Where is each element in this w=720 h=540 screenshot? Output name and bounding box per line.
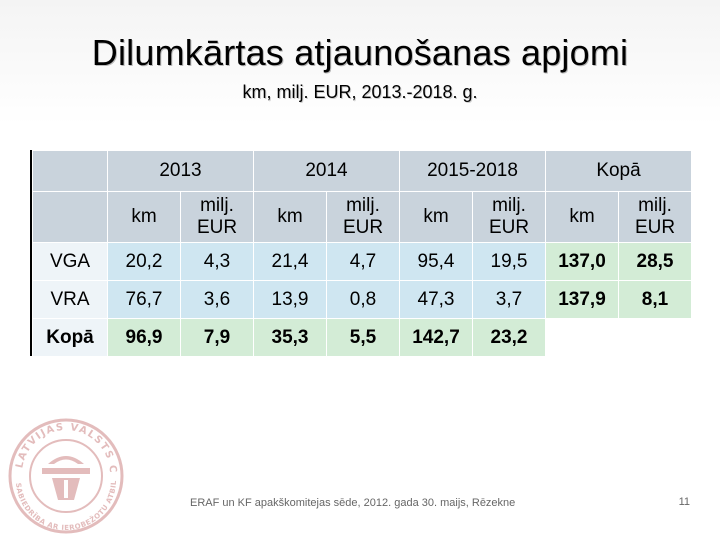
total-cell: 8,1 xyxy=(618,280,692,319)
slide-title: Dilumkārtas atjaunošanas apjomi xyxy=(91,32,629,73)
footer-text: ERAF un KF apakškomitejas sēde, 2012. ga… xyxy=(190,497,516,509)
period-header-total: Kopā xyxy=(545,150,692,192)
table-cell: 4,3 xyxy=(180,242,254,281)
unit-header: km xyxy=(545,191,619,243)
table-row-vga: VGA 20,2 4,3 21,4 4,7 95,4 19,5 137,0 28… xyxy=(32,242,692,281)
table-row-vra: VRA 76,7 3,6 13,9 0,8 47,3 3,7 137,9 8,1 xyxy=(32,280,692,319)
row-label: VRA xyxy=(32,280,108,319)
slide-background xyxy=(0,0,720,125)
period-header-2013: 2013 xyxy=(107,150,254,192)
empty-cell xyxy=(545,318,619,357)
unit-header: km xyxy=(253,191,327,243)
volumes-table: 2013 2014 2015-2018 Kopā km milj. EUR km… xyxy=(32,150,692,357)
total-cell: 28,5 xyxy=(618,242,692,281)
total-cell: 142,7 xyxy=(399,318,473,357)
table-cell: 20,2 xyxy=(107,242,181,281)
table-cell: 0,8 xyxy=(326,280,400,319)
page-number: 11 xyxy=(678,496,690,508)
unit-header: milj. EUR xyxy=(472,191,546,243)
row-label: VGA xyxy=(32,242,108,281)
table-corner-cell xyxy=(32,150,108,192)
table-cell: 47,3 xyxy=(399,280,473,319)
unit-header: milj. EUR xyxy=(618,191,692,243)
total-cell: 35,3 xyxy=(253,318,327,357)
table-cell: 76,7 xyxy=(107,280,181,319)
latvijas-valsts-celi-seal-icon: LATVIJAS VALSTS CEĻI SABIEDRĪBA AR IEROB… xyxy=(4,408,124,534)
table-cell: 3,6 xyxy=(180,280,254,319)
total-cell: 5,5 xyxy=(326,318,400,357)
unit-header: milj. EUR xyxy=(326,191,400,243)
table-left-border xyxy=(30,150,32,356)
total-cell: 137,9 xyxy=(545,280,619,319)
table-cell: 13,9 xyxy=(253,280,327,319)
period-header-2015-2018: 2015-2018 xyxy=(399,150,546,192)
unit-header: km xyxy=(107,191,181,243)
table-cell: 95,4 xyxy=(399,242,473,281)
unit-header: km xyxy=(399,191,473,243)
period-header-2014: 2014 xyxy=(253,150,400,192)
table-corner-cell xyxy=(32,191,108,243)
total-cell: 96,9 xyxy=(107,318,181,357)
row-label: Kopā xyxy=(32,318,108,357)
slide-subtitle: km, milj. EUR, 2013.-2018. g. xyxy=(242,82,478,102)
total-cell: 7,9 xyxy=(180,318,254,357)
total-cell: 23,2 xyxy=(472,318,546,357)
table-cell: 19,5 xyxy=(472,242,546,281)
total-cell: 137,0 xyxy=(545,242,619,281)
table-cell: 21,4 xyxy=(253,242,327,281)
table-row-total: Kopā 96,9 7,9 35,3 5,5 142,7 23,2 xyxy=(32,318,692,357)
table-cell: 4,7 xyxy=(326,242,400,281)
unit-header: milj. EUR xyxy=(180,191,254,243)
table-cell: 3,7 xyxy=(472,280,546,319)
empty-cell xyxy=(618,318,692,357)
